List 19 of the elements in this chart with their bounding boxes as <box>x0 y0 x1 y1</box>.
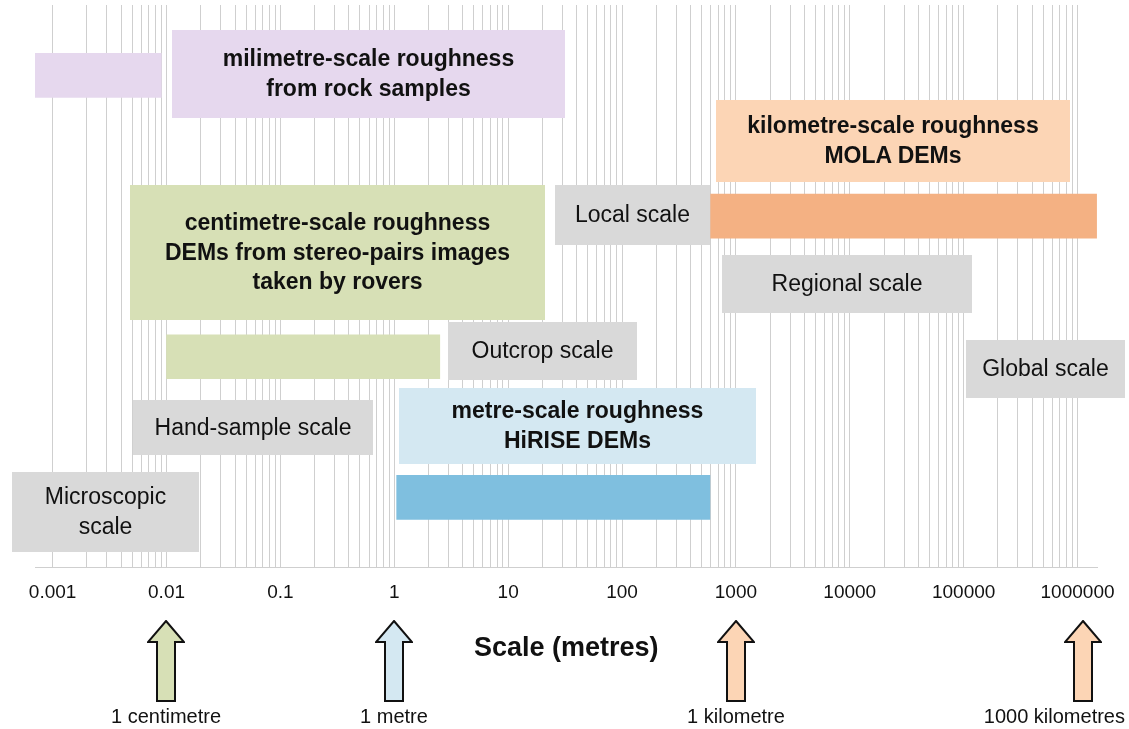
text: 1 centimetre <box>110 705 222 728</box>
text: 1 metre <box>360 705 428 728</box>
bar <box>710 193 1097 239</box>
x-tick-label: 1 <box>388 581 400 603</box>
text: 1 kilometre <box>687 705 785 728</box>
x-axis-title: Scale (metres) <box>473 632 659 663</box>
x-tick-label: 100 <box>606 581 638 603</box>
bar <box>35 53 162 98</box>
x-tick-label: 10 <box>497 581 519 603</box>
x-tick-label: 0.1 <box>267 581 294 603</box>
bar <box>396 475 711 520</box>
text: 1000 kilometres <box>983 705 1125 728</box>
x-tick-label: 100000 <box>931 581 996 603</box>
bar <box>166 334 441 380</box>
x-tick-label: 10000 <box>823 581 877 603</box>
x-tick-label: 1000000 <box>1040 581 1115 603</box>
x-tick-label: 0.01 <box>148 581 186 603</box>
x-tick-label: 1000 <box>714 581 758 603</box>
x-tick-label: 0.001 <box>28 581 77 603</box>
